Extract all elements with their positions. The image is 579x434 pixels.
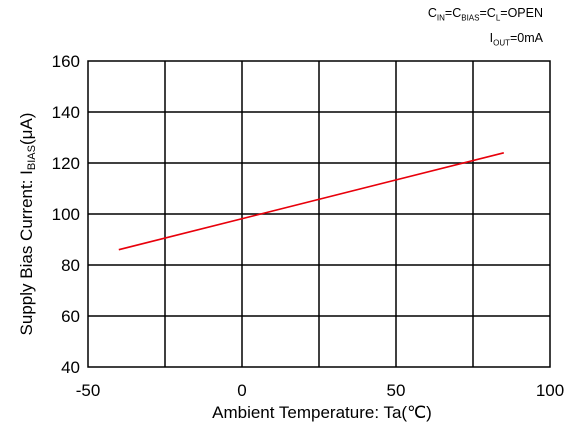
x-tick-label: -50 — [76, 381, 101, 400]
y-axis-title: Supply Bias Current: IBIAS(μA) — [17, 113, 38, 336]
y-tick-label: 40 — [61, 358, 80, 377]
conditions-line-1: CIN=CBIAS=CL=OPEN — [427, 6, 543, 23]
plot-frame — [87, 60, 551, 368]
x-tick-labels: -50 0 50 100 — [76, 381, 564, 400]
y-tick-label: 140 — [52, 103, 80, 122]
y-tick-labels: 40 60 80 100 120 140 160 — [52, 52, 80, 377]
conditions-line-2: IOUT=0mA — [489, 31, 543, 48]
y-tick-label: 120 — [52, 154, 80, 173]
x-axis-title: Ambient Temperature: Ta(℃) — [212, 403, 432, 422]
y-tick-label: 80 — [61, 256, 80, 275]
series-layer — [118, 152, 504, 251]
grid — [88, 61, 550, 367]
y-tick-label: 100 — [52, 205, 80, 224]
x-tick-label: 0 — [237, 381, 246, 400]
series-line — [118, 152, 504, 251]
y-tick-label: 60 — [61, 307, 80, 326]
x-tick-label: 50 — [387, 381, 406, 400]
y-tick-label: 160 — [52, 52, 80, 71]
x-tick-label: 100 — [536, 381, 564, 400]
